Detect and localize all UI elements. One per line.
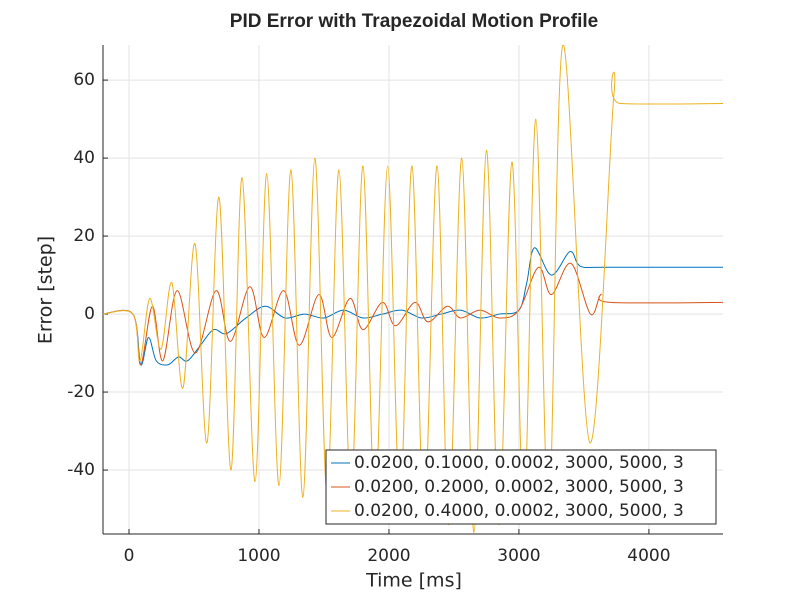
x-tick-label: 3000 [497,546,540,566]
series-line [103,262,723,366]
x-tick-label: 2000 [367,546,410,566]
y-tick-label: 0 [84,304,95,324]
y-tick-label: 20 [73,226,95,246]
y-tick-label: 40 [73,148,95,168]
series-line [103,45,723,533]
x-axis-label: Time [ms] [365,570,462,592]
legend-box [325,449,717,525]
legend-label: 0.0200, 0.1000, 0.0002, 3000, 5000, 3 [354,453,684,473]
x-tick-label: 0 [124,546,135,566]
chart-title: PID Error with Trapezoidal Motion Profil… [230,11,598,32]
x-tick-label: 4000 [627,546,670,566]
y-tick-label: 60 [73,70,95,90]
legend-label: 0.0200, 0.2000, 0.0002, 3000, 5000, 3 [354,477,684,497]
y-axis-label: Error [step] [35,236,57,344]
y-tick-label: -20 [67,382,95,402]
x-tick-label: 1000 [237,546,280,566]
y-tick-label: -40 [67,460,95,480]
legend-label: 0.0200, 0.4000, 0.0002, 3000, 5000, 3 [354,501,684,521]
